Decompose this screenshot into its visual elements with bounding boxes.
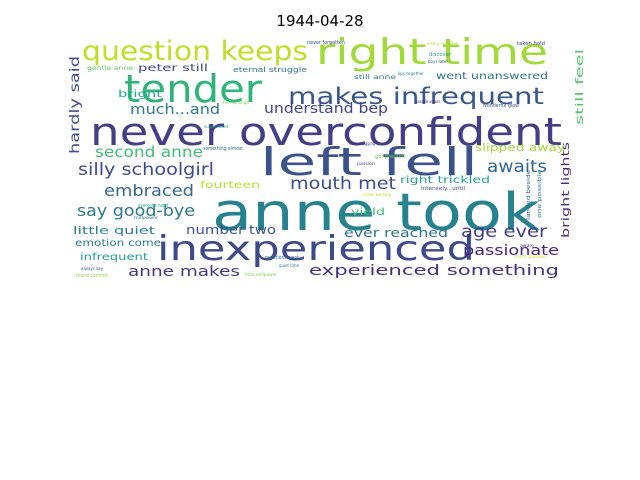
word-45: possible answer [416, 99, 440, 104]
word-37: still anne [354, 74, 396, 81]
word-33: yield [351, 207, 385, 218]
word-65: cheek working [363, 192, 391, 197]
word-41: taken hold [517, 41, 545, 47]
word-13: much...and [130, 102, 220, 118]
word-10: mouth met [290, 174, 396, 194]
word-23: bright lights [559, 142, 572, 238]
word-24: still feel [573, 49, 586, 125]
word-46: wonderful glow [483, 103, 519, 109]
word-39: never forgotten [307, 40, 345, 46]
word-30: infrequent [80, 252, 148, 263]
word-16: embraced [104, 181, 194, 200]
word-32: right trickled [400, 175, 490, 186]
word-49: something almost [203, 146, 243, 152]
word-54: one possible [537, 170, 543, 218]
word-29: little quiet [73, 224, 156, 237]
word-59: quiet time [279, 263, 300, 268]
word-28: fourteen [200, 180, 260, 191]
word-51: got pressed [375, 154, 405, 160]
word-5: left fell [260, 140, 478, 184]
word-53: landed beside [526, 170, 532, 220]
word-18: anne makes [128, 264, 240, 280]
word-3: inexperienced [157, 229, 475, 269]
word-61: little millpower [245, 272, 277, 277]
word-31: emotion come [75, 238, 161, 249]
word-58: found comfort [76, 273, 108, 279]
word-11: age ever [461, 222, 547, 242]
word-52: intensely...until [421, 186, 465, 192]
word-57: always say [81, 266, 104, 271]
word-44: lips together [398, 71, 424, 76]
word-2: never overconfident [90, 110, 562, 154]
word-63: aware [520, 243, 535, 248]
word-19: second anne [95, 143, 203, 161]
word-20: passionate [463, 243, 559, 259]
word-38: gentle anne [87, 65, 133, 72]
word-36: eternal struggle [233, 66, 307, 74]
word-21: ever reached [344, 226, 448, 240]
word-8: makes infrequent [288, 84, 544, 110]
word-62: much passion [514, 254, 547, 259]
word-6: tender [124, 67, 262, 111]
word-9: silly schoolgirl [78, 160, 214, 180]
word-12: understand bep [264, 101, 388, 117]
word-25: slipped away [475, 141, 566, 154]
word-4: right time [316, 32, 548, 73]
word-48: superseded [204, 124, 228, 129]
word-40: every rubbed [427, 41, 457, 46]
word-43: boys later [428, 59, 448, 64]
word-50: keeps nagging [349, 141, 375, 146]
word-22: hardly said [68, 56, 83, 154]
word-27: number two [186, 223, 276, 237]
word-1: anne took [212, 183, 540, 243]
word-14: awaits [487, 157, 547, 177]
word-64: passion [357, 161, 376, 166]
word-60: questions went [265, 255, 299, 261]
word-47: feel strange [223, 100, 250, 105]
word-15: say good-bye [77, 201, 195, 220]
word-7: question keeps [82, 36, 308, 67]
word-56: millpower [134, 215, 158, 220]
chart-title: 1944-04-28 [276, 12, 364, 30]
word-17: experienced something [309, 263, 559, 279]
word-34: bright [118, 89, 162, 100]
word-42: discover [429, 52, 452, 58]
word-26: went unanswered [436, 71, 548, 82]
word-55: everyone need [138, 203, 168, 209]
word-35: peter still [138, 63, 208, 74]
